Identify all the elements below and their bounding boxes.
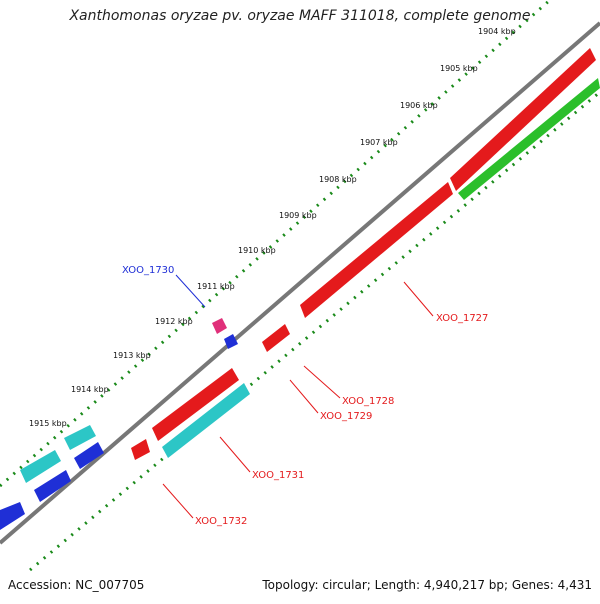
ruler-label-1915: 1915 kbp	[29, 419, 67, 428]
genome-backbone	[0, 21, 600, 545]
ruler-label-1910: 1910 kbp	[238, 246, 276, 255]
leader-xoo-1729	[289, 379, 319, 414]
gene-cyan-left-1[interactable]	[64, 425, 96, 450]
gene-xoo-1727-block-upper[interactable]	[450, 48, 596, 191]
gene-green-block[interactable]	[458, 78, 600, 200]
gene-label-xoo-1727[interactable]: XOO_1727	[436, 313, 488, 324]
gene-xoo-1732-block[interactable]	[131, 439, 150, 460]
gene-xoo-1727-block[interactable]	[300, 182, 453, 318]
leader-xoo-1728	[303, 365, 341, 399]
ruler-label-1913: 1913 kbp	[113, 351, 151, 360]
gene-blue-left-2[interactable]	[34, 470, 71, 502]
gene-label-xoo-1731[interactable]: XOO_1731	[252, 470, 304, 481]
genome-title: Xanthomonas oryzae pv. oryzae MAFF 31101…	[69, 8, 531, 24]
accession-text: Accession: NC_007705	[8, 578, 145, 592]
gene-cyan-left-2[interactable]	[20, 450, 61, 483]
ruler-label-1906: 1906 kbp	[400, 101, 438, 110]
gene-label-xoo-1730[interactable]: XOO_1730	[122, 265, 174, 276]
callouts	[162, 274, 434, 519]
ruler-labels: 1904 kbp 1905 kbp 1906 kbp 1907 kbp 1908…	[29, 27, 516, 428]
leader-xoo-1727	[403, 281, 434, 317]
ruler-label-1914: 1914 kbp	[71, 385, 109, 394]
ruler-label-1904: 1904 kbp	[478, 27, 516, 36]
gene-label-xoo-1728[interactable]: XOO_1728	[342, 396, 394, 407]
leader-xoo-1730	[175, 274, 206, 308]
ruler-label-1905: 1905 kbp	[440, 64, 478, 73]
gene-magenta-block[interactable]	[212, 318, 227, 334]
gene-label-xoo-1732[interactable]: XOO_1732	[195, 516, 247, 527]
leader-xoo-1731	[219, 436, 251, 473]
ruler-inner	[29, 90, 600, 572]
ruler-label-1912: 1912 kbp	[155, 317, 193, 326]
leader-xoo-1732	[162, 483, 194, 519]
gene-xoo-1728-block[interactable]	[262, 324, 290, 352]
gene-blue-left-3[interactable]	[0, 502, 25, 530]
gene-xoo-1731-block[interactable]	[152, 368, 239, 441]
gene-xoo-1730-block[interactable]	[224, 334, 238, 349]
genome-summary: Topology: circular; Length: 4,940,217 bp…	[262, 578, 592, 592]
ruler-label-1911: 1911 kbp	[197, 282, 235, 291]
ruler-label-1907: 1907 kbp	[360, 138, 398, 147]
ruler-label-1908: 1908 kbp	[319, 175, 357, 184]
gene-blue-left-1[interactable]	[74, 442, 104, 469]
gene-labels: XOO_1727 XOO_1728 XOO_1729 XOO_1730 XOO_…	[122, 265, 488, 527]
gene-cyan-block[interactable]	[162, 383, 250, 458]
ruler-label-1909: 1909 kbp	[279, 211, 317, 220]
gene-blocks	[0, 48, 600, 530]
gene-label-xoo-1729[interactable]: XOO_1729	[320, 411, 372, 422]
